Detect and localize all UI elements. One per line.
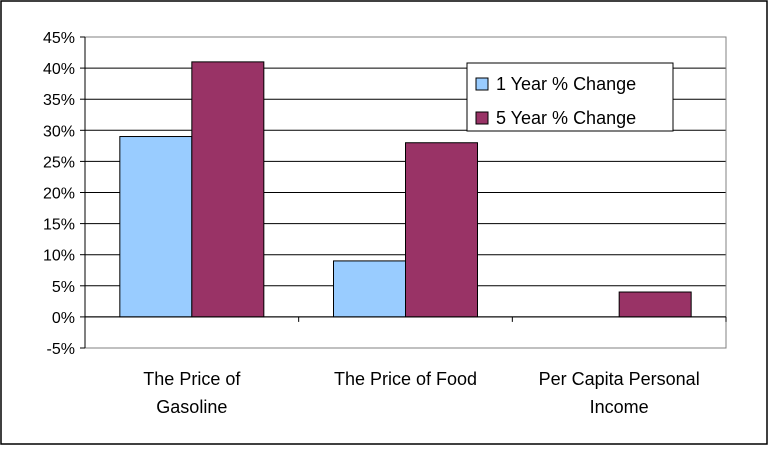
x-tick-label: The Price of Gasoline (143, 369, 241, 417)
bar-one-year-0 (119, 136, 193, 318)
x-tick-label-line: The Price of (143, 369, 241, 389)
legend-swatch-one-year (475, 77, 489, 91)
y-tick-label: 15% (43, 217, 75, 234)
legend-label-one-year: 1 Year % Change (496, 74, 636, 94)
y-tick-label: 40% (43, 61, 75, 78)
bar-five-year-2 (618, 291, 692, 318)
bar-five-year-0 (191, 61, 265, 318)
y-tick-label: 45% (43, 30, 75, 47)
x-tick-labels: The Price of Gasoline The Price of Food Per… (143, 369, 699, 417)
y-tick-label: 20% (43, 186, 75, 203)
x-tick-label-line: The Price of Food (334, 369, 477, 389)
legend-swatch-five-year (475, 111, 489, 125)
y-tick-label: 10% (43, 248, 75, 265)
x-tick-label: Per Capita Personal Income (539, 369, 700, 417)
y-tick-label: 25% (43, 154, 75, 171)
y-tick-label: 0% (52, 310, 75, 327)
bar-one-year-1 (333, 260, 406, 318)
y-tick-label: 30% (43, 123, 75, 140)
bars (119, 61, 692, 318)
x-ticks (84, 316, 727, 322)
y-ticks: -5% 0% 5% 10% 15% 20% 25% 30% 35% 40% 45% (43, 30, 85, 358)
x-tick-label-line: Gasoline (156, 397, 227, 417)
y-tick-label: 35% (43, 92, 75, 109)
y-tick-label: -5% (47, 341, 75, 358)
legend-label-five-year: 5 Year % Change (496, 108, 636, 128)
bar-five-year-1 (405, 142, 478, 318)
x-tick-label: The Price of Food (334, 369, 477, 389)
x-tick-label-line: Per Capita Personal (539, 369, 700, 389)
legend: 1 Year % Change 5 Year % Change (466, 62, 674, 132)
x-tick-label-line: Income (590, 397, 649, 417)
y-tick-label: 5% (52, 279, 75, 296)
legend-box (466, 62, 674, 132)
